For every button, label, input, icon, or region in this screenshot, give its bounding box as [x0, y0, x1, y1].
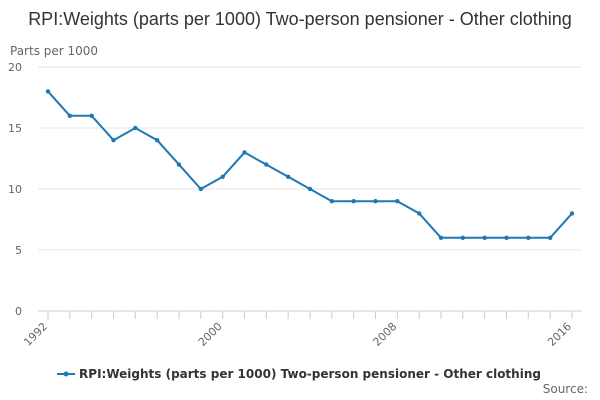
data-point — [416, 211, 422, 216]
data-point — [569, 211, 575, 216]
data-point — [373, 199, 378, 204]
x-tick-label: 2016 — [545, 320, 574, 349]
data-point — [526, 235, 531, 240]
chart-title: RPI:Weights (parts per 1000) Two-person … — [28, 9, 572, 29]
y-tick-label: 5 — [15, 244, 22, 257]
data-point — [111, 138, 116, 143]
data-point — [285, 174, 291, 179]
data-point — [329, 199, 335, 204]
data-point — [89, 113, 94, 119]
data-point — [133, 125, 138, 131]
x-tick-label: 1992 — [21, 320, 50, 349]
data-point — [198, 186, 204, 192]
legend-swatch-marker — [63, 371, 69, 377]
data-point — [438, 235, 444, 240]
data-point — [45, 89, 51, 94]
x-tick-label: 2008 — [370, 320, 399, 349]
data-point — [67, 113, 73, 119]
source-label: Source: — [542, 382, 588, 396]
data-point — [460, 235, 466, 240]
y-tick-label: 15 — [8, 122, 22, 135]
series-line — [47, 90, 573, 239]
data-point — [154, 138, 160, 143]
data-point — [504, 235, 509, 240]
data-point — [395, 199, 400, 204]
data-point — [220, 174, 225, 179]
data-point — [547, 235, 553, 240]
data-point — [242, 150, 247, 155]
y-tick-label: 20 — [8, 61, 22, 74]
data-point — [482, 235, 487, 240]
x-tick-label: 2000 — [196, 320, 225, 349]
data-point — [176, 162, 182, 167]
y-axis-label: Parts per 1000 — [10, 44, 99, 58]
data-point — [264, 162, 269, 167]
y-tick-label: 10 — [8, 183, 22, 196]
y-tick-label: 0 — [15, 305, 22, 318]
data-point — [351, 199, 356, 204]
data-point — [307, 186, 313, 192]
legend-label: RPI:Weights (parts per 1000) Two-person … — [79, 367, 541, 381]
